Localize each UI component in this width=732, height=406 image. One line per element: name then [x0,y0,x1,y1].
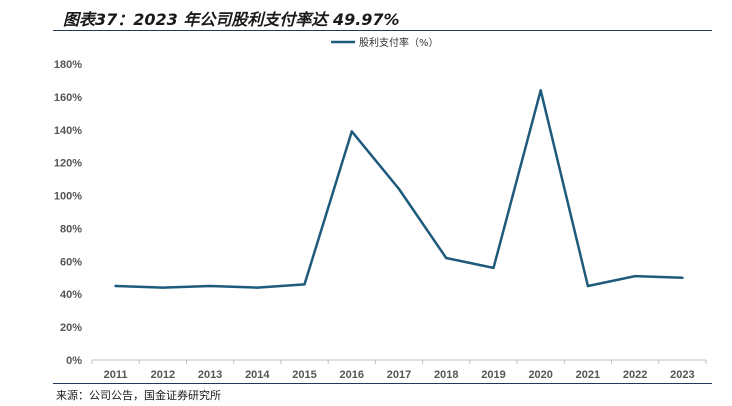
data-point [681,276,684,280]
x-axis: 2011 2012 2013 2014 2015 2016 2017 2018 2019 2020… [91,359,707,381]
x-tick-label: 2017 [387,369,411,381]
series-group [114,89,684,289]
y-tick-label: 0% [66,355,82,367]
y-tick-label: 40% [60,289,82,301]
x-tick-label: 2013 [198,369,222,381]
data-point [303,283,306,286]
x-tick-label: 2021 [576,369,600,381]
data-point [445,256,448,260]
data-point [208,284,212,288]
x-tick-label: 2014 [245,369,270,381]
bottom-rule [53,383,712,384]
x-tick-label: 2011 [104,369,128,381]
data-point [397,187,401,191]
data-point [633,274,637,278]
x-tick-label: 2015 [292,369,316,381]
data-point [350,130,353,133]
x-tick-label: 2012 [151,369,175,381]
y-tick-label: 160% [54,92,82,104]
data-point [539,89,542,92]
x-tick-label: 2023 [670,369,694,381]
chart-title: 图表37：2023 年公司股利支付率达 49.97% [63,10,400,29]
x-tick-label: 2019 [481,369,505,381]
y-tick-label: 80% [60,223,82,235]
x-tick-label: 2020 [528,369,552,381]
data-point [161,286,165,289]
y-axis-ticks: 0% 20% 40% 60% 80% 100% 120% 140% 160% 180% [54,59,82,367]
x-tick-label: 2016 [340,369,364,381]
top-rule [53,30,712,31]
source-note: 来源：公司公告，国金证券研究所 [56,389,221,402]
data-point [256,286,259,289]
y-tick-label: 180% [54,59,82,71]
legend: 股利支付率（%） [331,36,439,49]
legend-label: 股利支付率（%） [359,36,439,49]
y-tick-label: 140% [54,125,82,137]
x-tick-label: 2022 [623,369,647,381]
y-tick-label: 20% [60,322,82,334]
data-point [586,284,590,288]
y-tick-label: 100% [54,191,82,203]
y-tick-label: 60% [60,256,82,268]
x-tick-label: 2018 [434,369,458,381]
data-point [114,284,117,288]
data-point [492,266,495,270]
y-tick-label: 120% [54,158,82,170]
